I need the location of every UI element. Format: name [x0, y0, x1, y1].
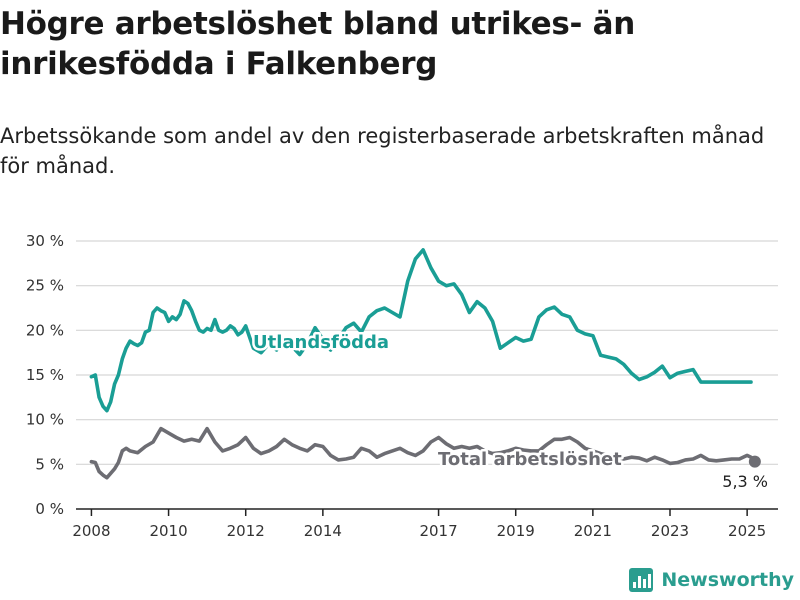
brand-logo: Newsworthy: [629, 568, 794, 592]
y-tick-label: 25 %: [26, 277, 64, 295]
brand-name: Newsworthy: [661, 569, 794, 591]
x-tick-label: 2019: [497, 522, 535, 540]
page-title: Högre arbetslöshet bland utrikes- än inr…: [0, 6, 636, 82]
y-tick-label: 20 %: [26, 321, 64, 339]
series-label-utlandsfodda: Utlandsfödda: [253, 332, 389, 353]
y-tick-label: 10 %: [26, 411, 64, 429]
total-line: [89, 426, 757, 480]
x-tick-label: 2025: [728, 522, 766, 540]
x-tick-label: 2014: [304, 522, 342, 540]
utlandsfodda-line: [89, 248, 753, 413]
y-tick-label: 0 %: [35, 500, 64, 518]
y-tick-label: 15 %: [26, 366, 64, 384]
chart-subtitle: Arbetssökande som andel av den registerb…: [0, 124, 765, 178]
y-tick-label: 30 %: [26, 232, 64, 250]
x-tick-label: 2008: [72, 522, 110, 540]
x-tick-label: 2012: [227, 522, 265, 540]
x-tick-label: 2017: [419, 522, 457, 540]
x-tick-label: 2023: [651, 522, 689, 540]
series-label-total: Total arbetslöshet: [438, 449, 622, 470]
y-tick-label: 5 %: [35, 455, 64, 473]
x-tick-label: 2010: [149, 522, 187, 540]
end-point-marker: [748, 455, 761, 468]
end-value-label: 5,3 %: [722, 472, 768, 491]
newsworthy-logo-icon: [629, 568, 654, 592]
x-tick-label: 2021: [574, 522, 612, 540]
